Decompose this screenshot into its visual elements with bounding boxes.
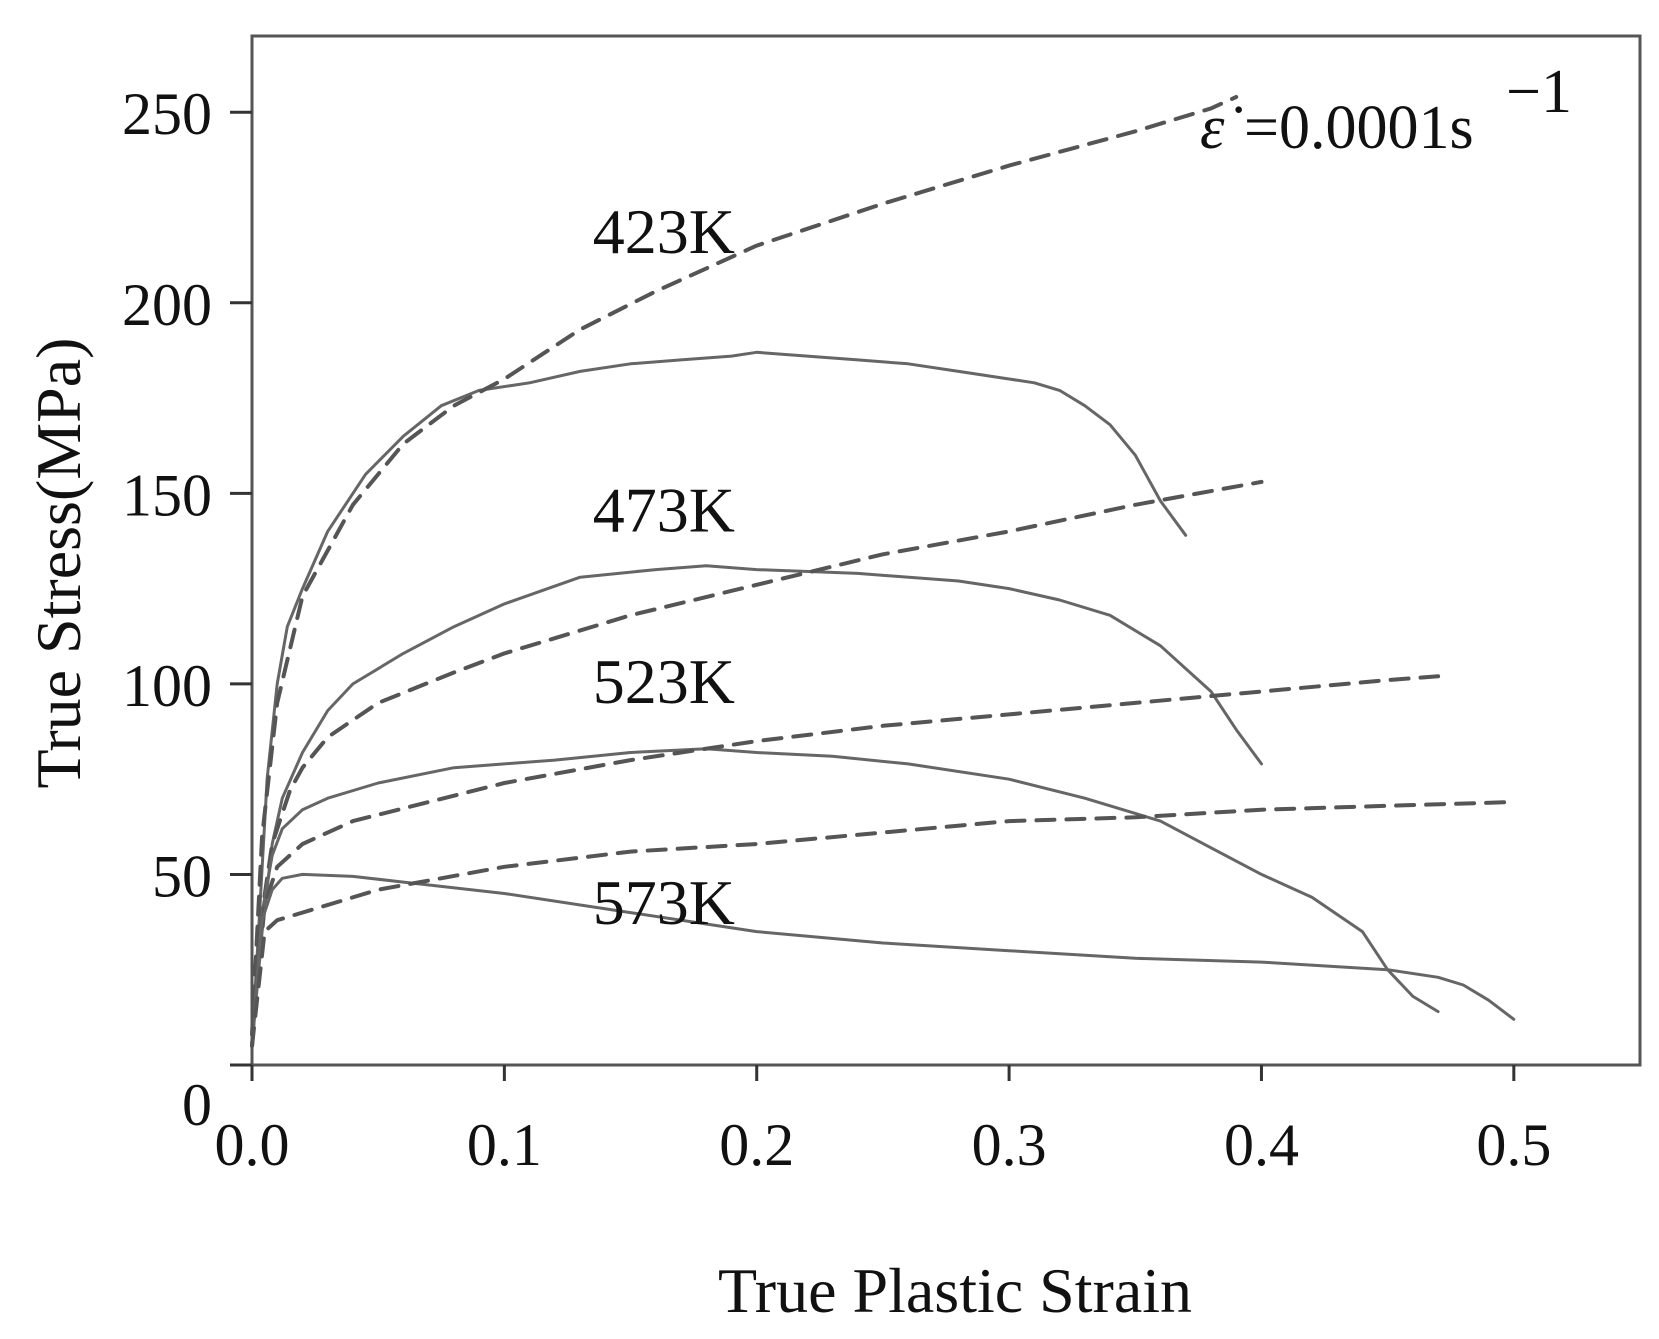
y-tick-label: 200 — [122, 272, 212, 338]
dashed-curve-573K — [250, 800, 1516, 1048]
strain-rate-unit-exponent: −1 — [1506, 58, 1572, 126]
strain-rate-value: =0.0001s — [1244, 94, 1474, 162]
y-tick-label: 250 — [122, 81, 212, 147]
solid-curve-473K — [250, 564, 1263, 1048]
temperature-label: 573K — [593, 867, 735, 938]
dashed-curve-473K — [250, 479, 1264, 1048]
solid-curve-523K — [250, 747, 1440, 1048]
temperature-label: 473K — [593, 474, 735, 545]
x-tick-label: 0.5 — [1476, 1112, 1551, 1178]
x-tick-label: 0.0 — [215, 1112, 290, 1178]
solid-curve-423K — [250, 350, 1188, 1048]
y-tick-label: 0 — [182, 1072, 212, 1138]
x-axis-title: True Plastic Strain — [718, 1255, 1192, 1326]
x-tick-label: 0.2 — [719, 1112, 794, 1178]
dashed-curve-423K — [250, 95, 1239, 1037]
temperature-label: 423K — [593, 196, 735, 267]
plot-frame — [250, 34, 1642, 1067]
axes-layer: 0.0 0.1 0.2 0.3 0.4 0.5 0 50 100 150 200 250 — [122, 34, 1642, 1178]
y-axis-title: True Stress(MPa) — [23, 338, 94, 789]
plot-layer: 423K 473K 523K 573K — [250, 95, 1516, 1048]
dashed-curve-523K — [250, 674, 1441, 1048]
y-tick-label: 150 — [122, 462, 212, 528]
y-tick-label: 100 — [122, 653, 212, 719]
y-tick-label: 50 — [152, 843, 212, 909]
x-tick-label: 0.4 — [1224, 1112, 1299, 1178]
temperature-label: 523K — [593, 646, 735, 717]
x-tick-label: 0.1 — [467, 1112, 542, 1178]
x-tick-label: 0.3 — [972, 1112, 1047, 1178]
solid-curve-573K — [250, 872, 1516, 1048]
